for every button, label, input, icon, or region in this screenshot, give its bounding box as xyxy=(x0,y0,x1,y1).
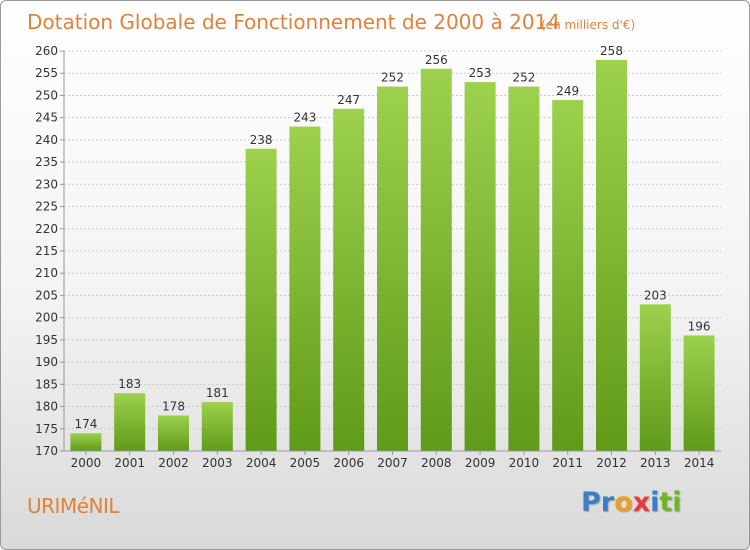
x-tick-label: 2002 xyxy=(158,456,189,470)
bar-2011 xyxy=(552,99,584,451)
data-label-2013: 203 xyxy=(644,288,667,302)
y-tick-label: 235 xyxy=(35,155,58,169)
y-tick-label: 205 xyxy=(35,288,58,302)
bar-2008 xyxy=(420,68,452,452)
y-tick-label: 195 xyxy=(35,333,58,347)
data-label-2002: 178 xyxy=(162,399,185,413)
axes: 170 175 180 185 190 195 200 205 210 215 220 225 230 2… xyxy=(35,44,721,470)
x-tick-label: 2006 xyxy=(333,456,364,470)
x-tick-label: 2013 xyxy=(640,456,671,470)
y-tick-label: 170 xyxy=(35,444,58,458)
bar-2010 xyxy=(508,86,540,452)
bar-2013 xyxy=(639,304,671,451)
y-tick-label: 255 xyxy=(35,66,58,80)
logo-letter: x xyxy=(632,487,651,518)
logo-letter: r xyxy=(600,487,615,518)
logo-letter: i xyxy=(672,487,682,518)
data-label-2003: 181 xyxy=(206,386,229,400)
bar-2002 xyxy=(158,415,189,451)
logo-letter: o xyxy=(614,487,633,518)
x-tick-label: 2000 xyxy=(71,456,102,470)
x-tick-label: 2007 xyxy=(377,456,408,470)
logo-letter: t xyxy=(659,487,673,518)
data-label-2006: 247 xyxy=(337,93,360,107)
bar-2007 xyxy=(377,86,408,452)
bar-2003 xyxy=(201,402,233,451)
x-tick-label: 2003 xyxy=(202,456,233,470)
bar-2004 xyxy=(245,148,277,451)
data-label-2008: 256 xyxy=(425,53,448,67)
bar-2006 xyxy=(333,108,365,452)
x-tick-label: 2004 xyxy=(246,456,277,470)
chart-unit: (en milliers d'€) xyxy=(541,18,635,32)
y-tick-label: 240 xyxy=(35,133,58,147)
data-label-2001: 183 xyxy=(118,377,141,391)
y-tick-label: 185 xyxy=(35,377,58,391)
y-tick-label: 225 xyxy=(35,200,58,214)
bar-2009 xyxy=(464,82,496,451)
y-tick-label: 175 xyxy=(35,422,58,436)
y-tick-label: 260 xyxy=(35,44,58,58)
y-tick-label: 220 xyxy=(35,222,58,236)
data-label-2010: 252 xyxy=(512,71,535,85)
bar-2012 xyxy=(596,59,627,452)
data-label-2005: 243 xyxy=(293,111,316,125)
x-tick-label: 2010 xyxy=(509,456,540,470)
x-tick-label: 2012 xyxy=(596,456,627,470)
x-tick-label: 2014 xyxy=(684,456,715,470)
data-label-2014: 196 xyxy=(688,319,711,333)
data-label-2009: 253 xyxy=(469,66,492,80)
bars: 174 183 178 181 238 243 247 252 256 253 252 249 258 2… xyxy=(70,44,715,452)
y-tick-label: 250 xyxy=(35,88,58,102)
commune-name: URIMéNIL xyxy=(27,494,120,518)
bar-2005 xyxy=(289,126,321,452)
data-label-2007: 252 xyxy=(381,71,404,85)
bar-2001 xyxy=(114,393,146,451)
y-tick-label: 230 xyxy=(35,177,58,191)
data-label-2012: 258 xyxy=(600,44,623,58)
data-label-2004: 238 xyxy=(250,133,273,147)
x-tick-label: 2011 xyxy=(552,456,583,470)
bar-2014 xyxy=(683,335,715,451)
x-tick-label: 2008 xyxy=(421,456,452,470)
logo-letter: P xyxy=(581,487,601,518)
x-tick-label: 2005 xyxy=(290,456,321,470)
y-tick-label: 180 xyxy=(35,400,58,414)
chart-title: Dotation Globale de Fonctionnement de 20… xyxy=(27,10,560,34)
logo-letter: i xyxy=(650,487,660,518)
y-tick-label: 200 xyxy=(35,311,58,325)
y-tick-label: 190 xyxy=(35,355,58,369)
bar-2000 xyxy=(70,433,102,451)
y-tick-label: 245 xyxy=(35,111,58,125)
x-tick-label: 2001 xyxy=(114,456,145,470)
proxiti-logo: Proxiti xyxy=(581,487,682,518)
data-label-2011: 249 xyxy=(556,84,579,98)
x-tick-label: 2009 xyxy=(465,456,496,470)
y-tick-label: 215 xyxy=(35,244,58,258)
y-tick-label: 210 xyxy=(35,266,58,280)
data-label-2000: 174 xyxy=(74,417,97,431)
